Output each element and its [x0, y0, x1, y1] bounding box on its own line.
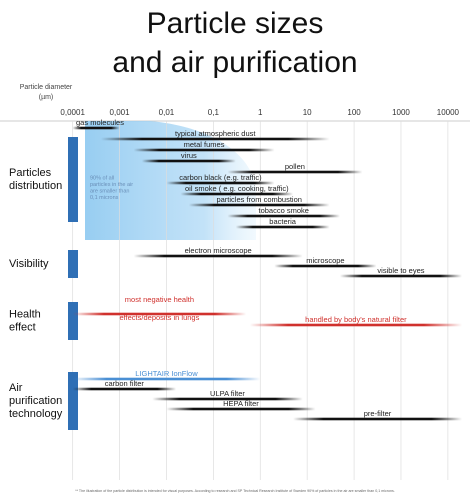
range-label: ULPA filter: [210, 389, 245, 398]
range-bar: [141, 159, 236, 163]
range-bar: [72, 377, 261, 381]
section-label: purification: [9, 395, 62, 407]
range-bar: [166, 181, 275, 185]
x-tick-label: 0,1: [208, 108, 220, 117]
section-label: distribution: [9, 180, 62, 192]
x-tick-label: 1000: [392, 108, 410, 117]
range-label: gas molecules: [76, 118, 124, 127]
range-bar: [227, 214, 340, 218]
annotation: are smaller than: [90, 188, 129, 194]
range-label: handled by body's natural filter: [305, 315, 407, 324]
range-label: LIGHTAIR IonFlow: [135, 369, 198, 378]
section-label: Health: [9, 308, 41, 320]
section-label: Visibility: [9, 258, 49, 270]
range-label: visible to eyes: [377, 266, 424, 275]
x-tick-label: 1: [258, 108, 263, 117]
range-bar: [227, 170, 363, 174]
range-bar: [274, 264, 377, 268]
range-label: effects/deposits in lungs: [119, 313, 199, 322]
range-label: microscope: [306, 256, 344, 265]
range-bar: [133, 148, 275, 152]
range-label: particles from combustion: [216, 195, 301, 204]
range-label: bacteria: [269, 217, 297, 226]
range-label: typical atmospheric dust: [175, 129, 256, 138]
range-label: tobacco smoke: [258, 206, 308, 215]
range-bar: [100, 137, 330, 141]
x-tick-label: 0,001: [110, 108, 131, 117]
range-bar: [293, 417, 462, 421]
chart-title: and air purification: [112, 46, 357, 79]
section-label: Air: [9, 382, 23, 394]
annotation: 0,1 microns: [90, 195, 119, 201]
range-bar: [166, 407, 316, 411]
annotation: particles in the air: [90, 182, 133, 188]
range-label: oil smoke ( e.g. cooking, traffic): [185, 184, 289, 193]
range-label: most negative health: [125, 295, 194, 304]
x-tick-label: 0,01: [159, 108, 175, 117]
range-bar: [72, 387, 177, 391]
x-tick-label: 10: [303, 108, 312, 117]
section-bar: [68, 137, 78, 222]
x-tick-label: 100: [347, 108, 361, 117]
section-label: technology: [9, 408, 63, 420]
section-bar: [68, 250, 78, 278]
range-bar: [235, 225, 330, 229]
range-bar: [72, 126, 120, 130]
x-tick-label: 10000: [437, 108, 460, 117]
footnote: ** The illustration of the particle dist…: [75, 489, 395, 493]
range-label: pollen: [285, 162, 305, 171]
range-bar: [249, 323, 462, 327]
range-label: HEPA filter: [223, 399, 259, 408]
range-bar: [72, 312, 247, 316]
section-label: Particles: [9, 167, 52, 179]
x-axis-label: (µm): [39, 94, 54, 101]
range-bar: [180, 192, 294, 196]
section-bar: [68, 372, 78, 430]
section-bar: [68, 302, 78, 340]
range-label: virus: [181, 151, 197, 160]
range-bar: [339, 274, 462, 278]
annotation: 90% of all: [90, 175, 114, 181]
x-axis-label: Particle diameter: [20, 84, 73, 91]
range-label: pre-filter: [364, 409, 392, 418]
range-bar: [133, 254, 303, 258]
section-label: effect: [9, 321, 36, 333]
range-label: carbon black (e.g. traffic): [179, 173, 262, 182]
range-label: electron microscope: [185, 246, 252, 255]
range-label: carbon filter: [105, 379, 145, 388]
range-bar: [152, 397, 303, 401]
chart-title: Particle sizes: [147, 7, 324, 40]
range-label: metal fumes: [184, 140, 225, 149]
range-bar: [188, 203, 330, 207]
x-tick-label: 0,0001: [60, 108, 85, 117]
